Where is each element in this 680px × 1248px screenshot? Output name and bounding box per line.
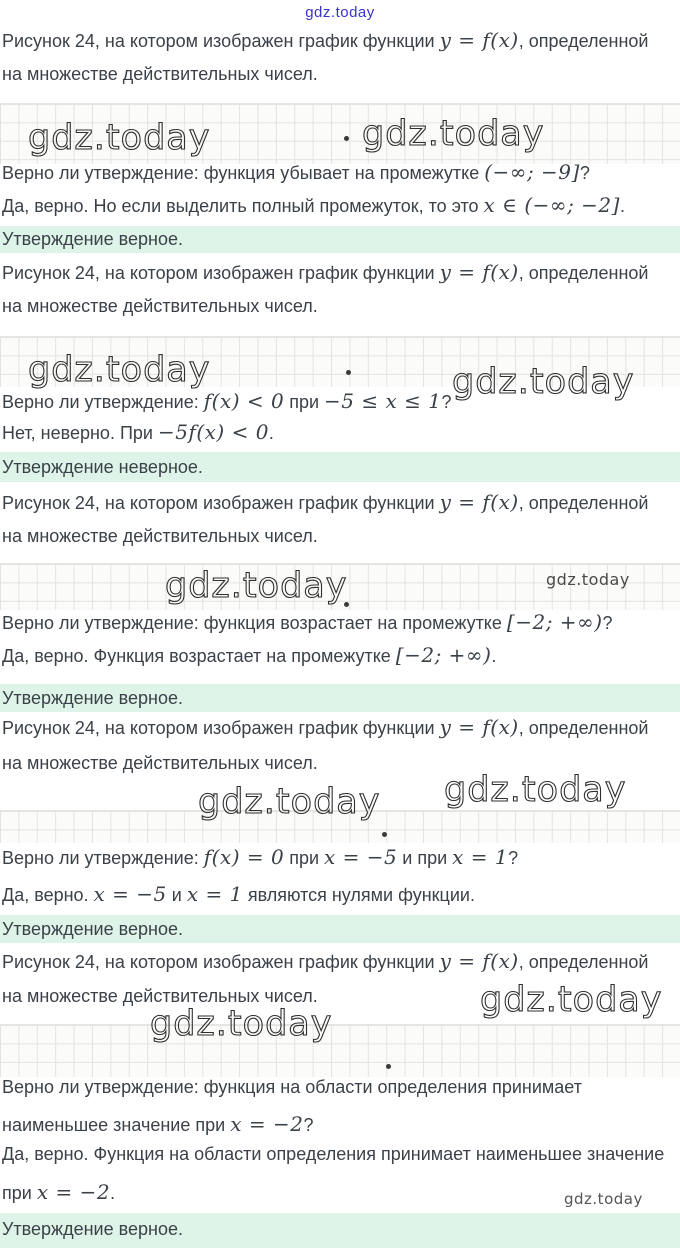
- figure-grid-strip: [0, 336, 680, 387]
- verdict-banner: Утверждение верное.: [0, 1213, 680, 1248]
- grid-watermark: gdz.today: [27, 349, 211, 390]
- grid-watermark: gdz.today: [361, 113, 545, 154]
- origin-dot: [344, 136, 349, 141]
- figure-caption-line: Рисунок 24, на котором изображен график …: [2, 260, 649, 284]
- figure-caption-line: Рисунок 24, на котором изображен график …: [2, 490, 649, 514]
- grid-watermark: gdz.today: [443, 769, 627, 810]
- grid-watermark: gdz.today: [197, 781, 381, 822]
- origin-dot: [386, 1064, 391, 1069]
- origin-dot: [382, 832, 387, 837]
- figure-grid-strip: [0, 103, 680, 164]
- verdict-banner: Утверждение неверное.: [0, 452, 680, 482]
- question-text: наименьшее значение при x = −2?: [2, 1112, 314, 1136]
- figure-caption-line: на множестве действительных чисел.: [2, 753, 318, 773]
- figure-grid-strip: [0, 810, 680, 843]
- figure-grid-strip: [0, 1024, 680, 1077]
- answer-text: Да, верно. x = −5 и x = 1 являются нулям…: [2, 882, 475, 906]
- figure-caption-line: на множестве действительных чисел.: [2, 986, 318, 1006]
- answer-text: Да, верно. Функция на области определени…: [2, 1144, 665, 1164]
- question-text: Верно ли утверждение: функция убывает на…: [2, 160, 590, 184]
- origin-dot: [346, 370, 351, 375]
- grid-watermark: gdz.today: [479, 979, 663, 1020]
- grid-watermark: gdz.today: [164, 565, 348, 606]
- grid-watermark: gdz.today: [451, 361, 635, 402]
- grid-watermark-small: gdz.today: [546, 570, 630, 589]
- figure-caption-line: Рисунок 24, на котором изображен график …: [2, 28, 649, 52]
- verdict-label: Утверждение верное.: [2, 1219, 183, 1239]
- verdict-label: Утверждение верное.: [2, 918, 183, 939]
- origin-dot: [344, 602, 349, 607]
- grid-watermark: gdz.today: [27, 117, 211, 158]
- question-text: Верно ли утверждение: функция на области…: [2, 1077, 582, 1097]
- verdict-banner: Утверждение верное.: [0, 915, 680, 943]
- figure-grid-strip: [0, 563, 680, 610]
- verdict-banner: Утверждение верное.: [0, 684, 680, 712]
- question-text: Верно ли утверждение: f(x) = 0 при x = −…: [2, 845, 519, 869]
- answer-text: Да, верно. Но если выделить полный проме…: [2, 193, 625, 217]
- figure-caption-line: Рисунок 24, на котором изображен график …: [2, 949, 649, 973]
- verdict-label: Утверждение неверное.: [2, 456, 203, 477]
- figure-caption-line: на множестве действительных чисел.: [2, 296, 318, 316]
- site-link[interactable]: gdz.today: [305, 4, 375, 21]
- bottom-watermark: gdz.today: [564, 1190, 643, 1208]
- answer-text: при x = −2.: [2, 1180, 116, 1204]
- verdict-label: Утверждение верное.: [2, 229, 183, 249]
- answer-text: Нет, неверно. При −5f(x) < 0.: [2, 420, 274, 444]
- verdict-banner: Утверждение верное.: [0, 226, 680, 253]
- grid-watermark: gdz.today: [149, 1003, 333, 1044]
- figure-caption-line: Рисунок 24, на котором изображен график …: [2, 715, 649, 739]
- verdict-label: Утверждение верное.: [2, 687, 183, 708]
- question-text: Верно ли утверждение: f(x) < 0 при −5 ≤ …: [2, 389, 452, 413]
- answer-text: Да, верно. Функция возрастает на промежу…: [2, 643, 497, 667]
- figure-caption-line: на множестве действительных чисел.: [2, 526, 318, 546]
- figure-caption-line: на множестве действительных чисел.: [2, 64, 318, 84]
- question-text: Верно ли утверждение: функция возрастает…: [2, 610, 613, 634]
